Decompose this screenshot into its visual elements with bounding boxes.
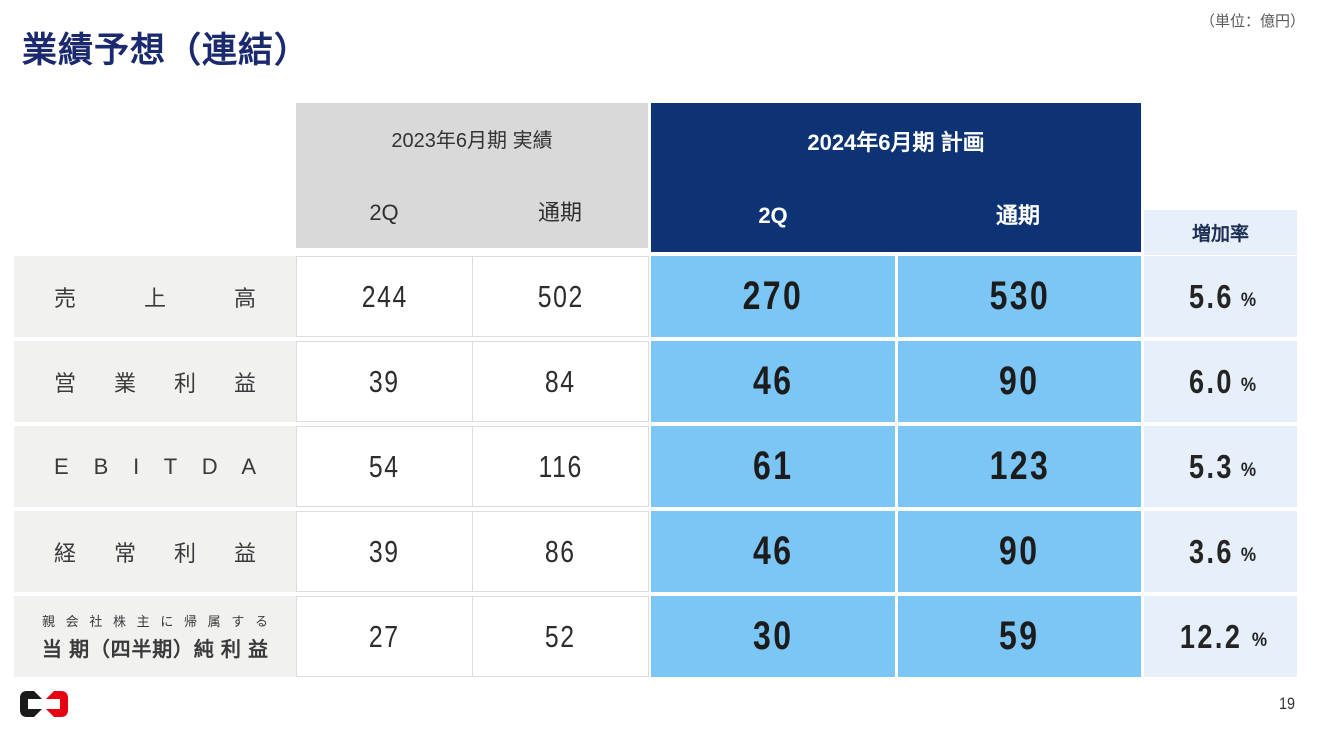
page-title: 業績予想（連結） [22, 31, 311, 70]
row-label-subtext: 親 会 社 株 主 に 帰 属 す る [42, 614, 268, 629]
cell-net-2024-full: 59 [898, 596, 1141, 677]
percent-sign: % [1241, 459, 1257, 481]
cell-ebitda-growth: 5.3% [1144, 426, 1297, 507]
row-label-operating-profit: 営 業 利 益 [14, 341, 296, 422]
header-2024-2q: 2Q [758, 203, 788, 228]
cell-ord-2024-full: 90 [898, 511, 1141, 592]
row-label-sales: 売 上 高 [14, 256, 296, 337]
cell-net-2023-full: 52 [472, 596, 649, 677]
header-2024-label: 2024年6月期 計画 [807, 130, 985, 155]
percent-sign: % [1252, 629, 1268, 651]
row-label-ebitda: E B I T D A [14, 426, 296, 507]
cell-ebitda-2024-2q: 61 [651, 426, 895, 507]
unit-note: （単位：億円） [1199, 13, 1305, 30]
row-label-text: 当 期（四半期）純 利 益 [42, 639, 268, 661]
cell-ebitda-2023-2q: 54 [296, 426, 473, 507]
row-label-text: 経 常 利 益 [54, 540, 256, 566]
cell-ord-2024-2q: 46 [651, 511, 895, 592]
row-label-text: 営 業 利 益 [54, 370, 256, 396]
percent-sign: % [1241, 289, 1257, 311]
cell-sales-2024-full: 530 [898, 256, 1141, 337]
cell-sales-2023-full: 502 [472, 256, 649, 337]
cell-ebitda-2024-full: 123 [898, 426, 1141, 507]
cell-ebitda-2023-full: 116 [472, 426, 649, 507]
cell-ord-growth: 3.6% [1144, 511, 1297, 592]
cell-net-2024-2q: 30 [651, 596, 895, 677]
cell-net-growth: 12.2% [1144, 596, 1297, 677]
cell-op-2024-full: 90 [898, 341, 1141, 422]
cell-op-2023-full: 84 [472, 341, 649, 422]
header-2023-label: 2023年6月期 実績 [391, 130, 553, 152]
row-label-ordinary-profit: 経 常 利 益 [14, 511, 296, 592]
row-label-text: E B I T D A [54, 453, 256, 479]
page-number: 19 [1278, 694, 1296, 713]
percent-sign: % [1241, 374, 1257, 396]
cell-ord-2023-full: 86 [472, 511, 649, 592]
cell-op-growth: 6.0% [1144, 341, 1297, 422]
header-2024-plan: 2024年6月期 計画 2Q 通期 [651, 103, 1141, 252]
cell-sales-2023-2q: 244 [296, 256, 473, 337]
percent-sign: % [1241, 544, 1257, 566]
company-logo-icon [20, 691, 68, 722]
cell-ord-2023-2q: 39 [296, 511, 473, 592]
header-growth-rate: 増加率 [1144, 210, 1297, 255]
header-2024-full-year: 通期 [995, 203, 1040, 228]
cell-sales-2024-2q: 270 [651, 256, 895, 337]
cell-sales-growth: 5.6% [1144, 256, 1297, 337]
header-2023-2q: 2Q [369, 200, 399, 225]
row-label-text: 売 上 高 [54, 285, 256, 311]
cell-op-2024-2q: 46 [651, 341, 895, 422]
cell-net-2023-2q: 27 [296, 596, 473, 677]
cell-op-2023-2q: 39 [296, 341, 473, 422]
row-label-net-income: 親 会 社 株 主 に 帰 属 す る 当 期（四半期）純 利 益 [14, 596, 296, 677]
header-2023-full-year: 通期 [537, 200, 582, 225]
header-2023-actual: 2023年6月期 実績 2Q 通期 [296, 103, 648, 248]
